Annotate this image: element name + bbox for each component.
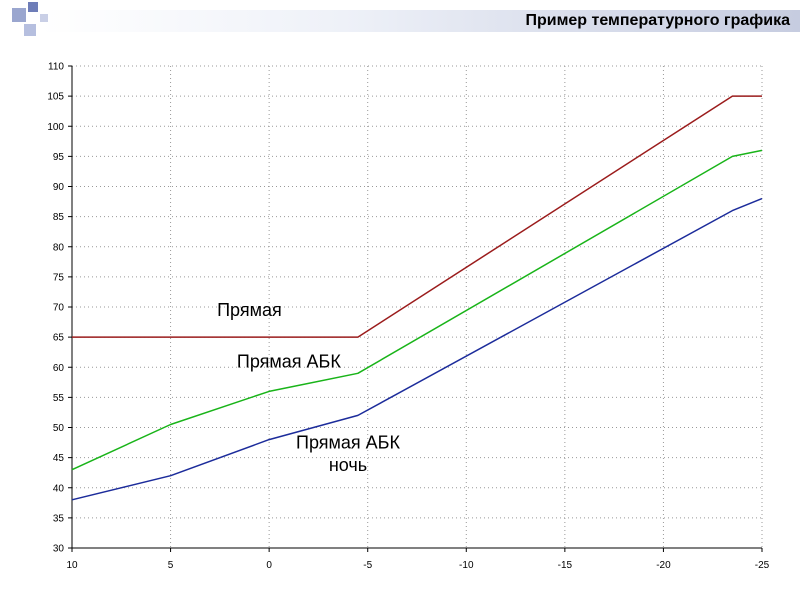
annotation-line: Прямая АБК [296,433,400,453]
deco-square [24,24,36,36]
y-tick-label: 90 [53,182,65,193]
y-tick-label: 55 [53,393,65,404]
series-annotation-1: Прямая [217,300,282,320]
decorative-squares [0,0,60,50]
x-tick-label: 5 [168,560,174,571]
annotation-line: Прямая [217,300,282,320]
y-tick-label: 65 [53,333,65,344]
y-tick-label: 40 [53,483,65,494]
series-line-3 [71,197,763,501]
deco-square [28,2,38,12]
y-tick-label: 75 [53,272,65,283]
page-title: Пример температурного графика [525,12,790,29]
x-tick-label: 10 [66,560,78,571]
series-line-1 [72,95,762,338]
y-tick-label: 35 [53,513,65,524]
y-tick-label: 60 [53,363,65,374]
x-tick-label: -20 [656,560,671,571]
series-annotation-3: Прямая АБК ночь [296,433,400,476]
y-tick-label: 95 [53,152,65,163]
y-tick-label: 70 [53,303,65,314]
header-bar [40,10,800,32]
deco-square [12,8,26,22]
x-tick-label: 0 [266,560,272,571]
y-tick-label: 50 [53,423,65,434]
annotation-line: ночь [329,455,367,475]
deco-square [40,14,48,22]
y-tick-label: 105 [47,92,64,103]
x-tick-label: -10 [459,560,474,571]
x-tick-label: -15 [558,560,573,571]
grid-layer [72,65,763,548]
y-tick-label: 80 [53,242,65,253]
series-annotation-2: Прямая АБК [237,351,341,371]
y-tick-label: 30 [53,544,65,555]
x-tick-label: -5 [363,560,372,571]
annotation-line: Прямая АБК [237,351,341,371]
y-tick-label: 45 [53,453,65,464]
series-layer [71,95,763,501]
y-tick-label: 110 [48,62,64,73]
series-line-2 [71,149,763,471]
y-tick-label: 100 [47,122,64,133]
y-tick-label: 85 [53,212,65,223]
x-tick-label: -25 [755,560,770,571]
